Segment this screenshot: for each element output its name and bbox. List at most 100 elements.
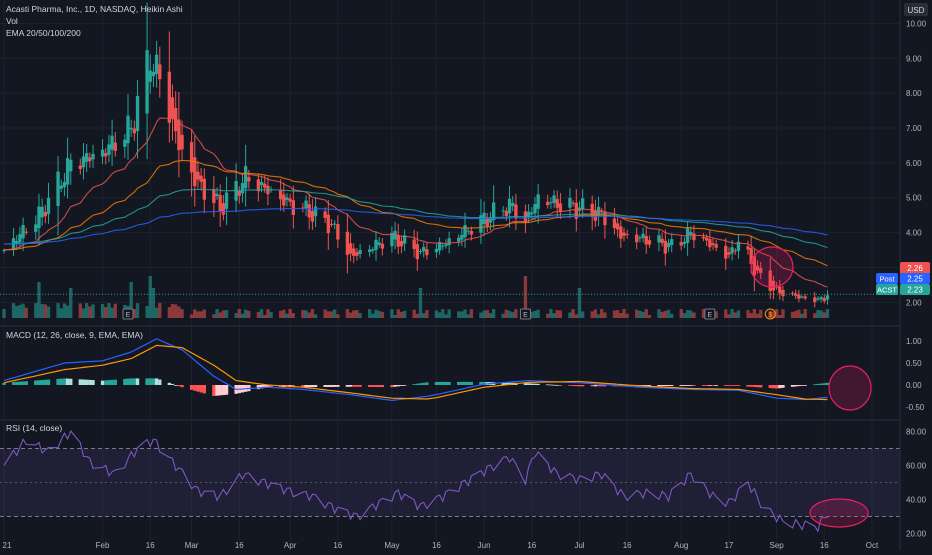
- candle-body: [463, 225, 467, 238]
- macd-histogram-bar: [345, 385, 350, 387]
- volume-bar: [418, 288, 423, 318]
- rsi-tick-label: 20.00: [906, 530, 927, 539]
- macd-histogram-bar: [625, 385, 629, 387]
- currency-button[interactable]: [904, 3, 928, 16]
- candle-body: [412, 239, 416, 249]
- price-tick-label: 10.00: [906, 19, 927, 28]
- candle-body: [221, 203, 226, 215]
- x-tick-label: Jun: [478, 541, 491, 550]
- event-marker: E: [519, 308, 531, 320]
- candle-body: [358, 249, 362, 254]
- macd-histogram-bar: [34, 380, 38, 385]
- macd-histogram-bar: [259, 385, 264, 389]
- post-label: Post: [879, 275, 895, 284]
- macd-histogram-bar: [526, 383, 531, 385]
- macd-histogram-bar: [596, 385, 601, 387]
- volume-bar: [212, 314, 216, 318]
- candle-body: [781, 289, 785, 297]
- candle-body: [558, 203, 563, 212]
- macd-histogram-bar: [460, 381, 464, 385]
- ema-line-100: [3, 188, 828, 249]
- volume-bar: [240, 313, 245, 318]
- candle-body: [555, 199, 559, 208]
- symbol-title[interactable]: Acasti Pharma, Inc., 1D, NASDAQ, Heikin …: [6, 4, 183, 14]
- candle-body: [326, 214, 330, 234]
- volume-bar: [24, 307, 28, 318]
- macd-histogram-bar: [800, 385, 804, 386]
- volume-bar: [263, 314, 267, 318]
- candle-body: [816, 298, 820, 300]
- x-tick-label: 16: [333, 541, 342, 550]
- candle-body: [759, 268, 763, 273]
- macd-histogram-bar: [126, 378, 130, 385]
- macd-histogram-bar: [600, 385, 604, 387]
- volume-bar: [304, 310, 308, 318]
- volume-bar: [21, 303, 25, 318]
- volume-bar: [167, 307, 172, 318]
- volume-bar: [546, 313, 550, 318]
- candle-body: [600, 211, 604, 213]
- post-price-value: 2.25: [907, 275, 923, 284]
- volume-bar: [282, 309, 286, 318]
- candle-body: [577, 207, 582, 211]
- volume-bar: [37, 282, 41, 318]
- macd-histogram-bar: [78, 379, 82, 385]
- volume-bar: [266, 309, 270, 318]
- volume-bar: [615, 310, 620, 318]
- macd-histogram-bar: [62, 378, 67, 385]
- candle-body: [288, 198, 292, 202]
- volume-bar: [759, 309, 763, 318]
- volume-bar: [657, 309, 661, 318]
- volume-bar: [619, 313, 623, 318]
- annotations: [750, 246, 872, 528]
- macd-histogram-bar: [685, 385, 690, 386]
- ema-legend[interactable]: EMA 20/50/100/200: [6, 28, 81, 38]
- macd-histogram-bar: [123, 378, 127, 385]
- rsi-legend[interactable]: RSI (14, close): [6, 423, 62, 433]
- volume-bar: [822, 312, 826, 318]
- volume-bar: [148, 276, 152, 318]
- macd-histogram-bar: [40, 380, 44, 385]
- volume-bar: [259, 309, 264, 318]
- volume-bar: [2, 309, 6, 318]
- macd-histogram-bar: [170, 383, 175, 385]
- volume-bar: [663, 310, 668, 318]
- macd-histogram-bar: [577, 385, 582, 387]
- rsi-oversold-annotation: [809, 498, 869, 528]
- macd-histogram-bar: [371, 385, 375, 387]
- x-tick-label: 16: [623, 541, 632, 550]
- volume-bar: [18, 304, 22, 318]
- candle-body: [367, 249, 372, 252]
- candle-body: [291, 200, 296, 215]
- candle-body: [62, 181, 67, 188]
- macd-histogram-bar: [177, 385, 181, 387]
- macd-line: [3, 338, 828, 402]
- volume-bar: [800, 313, 804, 318]
- volume-legend[interactable]: Vol: [6, 16, 18, 26]
- candle-body: [552, 195, 556, 203]
- x-tick-label: 16: [820, 541, 829, 550]
- macd-histogram-bar: [708, 385, 712, 386]
- macd-histogram-bar: [11, 382, 16, 385]
- candle-body: [69, 159, 73, 172]
- macd-histogram-bar: [158, 379, 162, 385]
- candle-body: [625, 234, 629, 236]
- macd-histogram-bar: [555, 384, 559, 386]
- candle-body: [422, 247, 426, 252]
- price-pane[interactable]: E E E $: [0, 2, 900, 320]
- candle-body: [237, 190, 241, 196]
- candle-body: [704, 237, 709, 241]
- volume-bar: [237, 309, 241, 318]
- rsi-pane[interactable]: [0, 430, 900, 533]
- macd-histogram-bar: [425, 382, 429, 385]
- volume-bar: [701, 309, 706, 318]
- candle-body: [635, 234, 639, 243]
- macd-histogram-bar: [692, 385, 696, 386]
- macd-histogram-bar: [212, 385, 216, 396]
- macd-legend[interactable]: MACD (12, 26, close, 9, EMA, EMA): [6, 330, 143, 340]
- candle-body: [580, 198, 585, 210]
- macd-pane[interactable]: [2, 338, 830, 402]
- candle-body: [641, 233, 645, 239]
- volume-bar: [34, 303, 38, 318]
